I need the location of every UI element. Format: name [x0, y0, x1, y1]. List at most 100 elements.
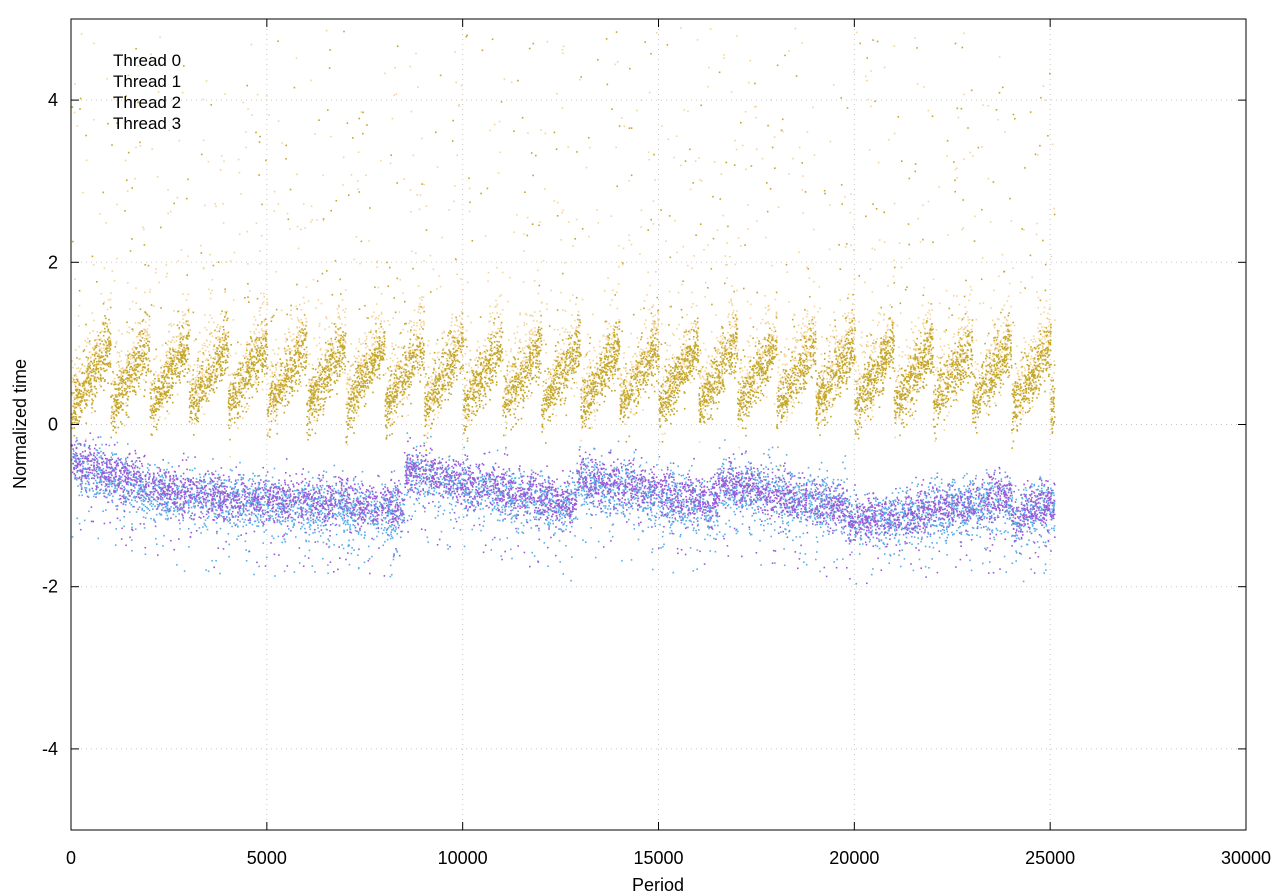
- data-point: [886, 325, 889, 328]
- data-point: [363, 373, 365, 375]
- data-point: [204, 314, 206, 316]
- data-point: [691, 326, 694, 328]
- data-point: [84, 339, 86, 342]
- data-point: [628, 372, 630, 375]
- data-point: [1033, 369, 1036, 371]
- data-point: [111, 413, 114, 415]
- data-point: [946, 155, 948, 157]
- data-point: [1030, 349, 1033, 351]
- data-point: [224, 338, 226, 340]
- data-point: [582, 384, 585, 386]
- data-point: [134, 322, 137, 324]
- data-point: [267, 407, 269, 409]
- data-point: [171, 368, 174, 371]
- data-point: [786, 363, 788, 366]
- data-point: [484, 339, 486, 341]
- data-point: [994, 344, 997, 346]
- data-point: [144, 291, 146, 294]
- data-point: [749, 317, 752, 319]
- data-point: [393, 387, 395, 389]
- data-point: [285, 350, 287, 353]
- data-point: [322, 385, 324, 388]
- data-point: [365, 346, 367, 349]
- data-point: [129, 355, 132, 358]
- data-point: [553, 373, 555, 375]
- data-point: [759, 376, 761, 378]
- data-point: [275, 411, 278, 413]
- data-point: [109, 298, 112, 301]
- data-point: [998, 318, 1000, 321]
- data-point: [73, 396, 76, 399]
- data-point: [200, 391, 203, 393]
- data-point: [1020, 409, 1022, 412]
- data-point: [833, 363, 835, 366]
- data-point: [469, 349, 471, 352]
- data-point: [400, 391, 403, 394]
- data-point: [257, 350, 259, 353]
- data-point: [458, 103, 460, 106]
- data-point: [704, 379, 707, 381]
- data-point: [566, 368, 569, 371]
- data-point: [825, 407, 828, 409]
- data-point: [981, 380, 983, 383]
- data-point: [229, 374, 231, 376]
- data-point: [806, 331, 808, 333]
- data-point: [126, 359, 128, 361]
- data-point: [365, 337, 368, 340]
- data-point: [932, 278, 935, 281]
- data-point: [508, 385, 510, 388]
- data-point: [128, 332, 130, 334]
- data-point: [723, 336, 725, 338]
- data-point: [495, 299, 497, 302]
- data-point: [961, 357, 964, 359]
- data-point: [722, 348, 725, 350]
- data-point: [669, 377, 672, 379]
- data-point: [556, 92, 558, 95]
- data-point: [318, 325, 321, 328]
- data-point: [559, 333, 561, 336]
- data-point: [433, 385, 435, 387]
- data-point: [665, 240, 667, 242]
- data-point: [413, 350, 416, 353]
- data-point: [311, 377, 313, 380]
- data-point: [815, 394, 817, 397]
- data-point: [673, 156, 675, 159]
- data-point: [358, 370, 361, 372]
- data-point: [740, 362, 742, 364]
- data-point: [351, 386, 354, 389]
- data-point: [1037, 306, 1039, 309]
- data-point: [966, 340, 968, 343]
- data-point: [575, 327, 577, 329]
- data-point: [388, 370, 391, 372]
- data-point: [375, 335, 377, 338]
- data-point: [802, 317, 804, 320]
- data-point: [206, 346, 209, 348]
- data-point: [219, 339, 222, 342]
- data-point: [275, 385, 278, 388]
- data-point: [956, 177, 958, 179]
- data-point: [987, 177, 990, 180]
- data-point: [963, 32, 965, 35]
- data-point: [358, 368, 360, 371]
- data-point: [476, 349, 478, 351]
- data-point: [998, 352, 1001, 355]
- data-point: [295, 57, 298, 59]
- data-point: [123, 369, 126, 371]
- data-point: [217, 339, 219, 341]
- data-point: [692, 322, 695, 325]
- data-point: [557, 369, 560, 372]
- data-point: [131, 347, 134, 350]
- data-point: [885, 336, 887, 339]
- data-point: [1005, 323, 1007, 326]
- data-point: [464, 411, 467, 414]
- data-point: [207, 383, 209, 386]
- data-point: [413, 329, 415, 331]
- data-point: [998, 329, 1000, 332]
- data-point: [123, 424, 126, 427]
- data-point: [211, 335, 214, 337]
- data-point: [360, 366, 362, 369]
- data-point: [803, 348, 806, 350]
- data-point: [1041, 376, 1044, 379]
- data-point: [687, 264, 689, 267]
- data-point: [419, 333, 421, 335]
